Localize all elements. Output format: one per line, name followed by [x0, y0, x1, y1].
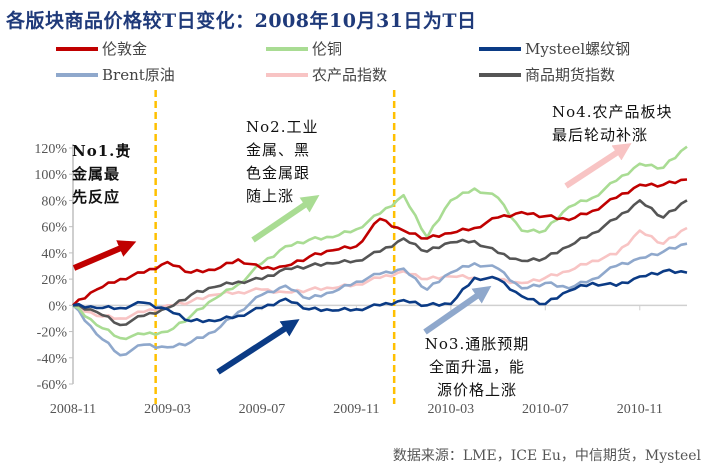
x-tick-label: 2010-03 [428, 402, 475, 417]
series-line-3 [72, 242, 688, 357]
series-line-2 [72, 268, 688, 324]
legend-swatch [56, 72, 98, 77]
annotation-no3: No3.通胀预期 全面升温，能 源价格上涨 [422, 333, 532, 402]
annotation-no2: No2.工业 金属、黑 色金属跟 随上涨 [246, 116, 318, 208]
annotation-line: 金属、黑 [246, 141, 311, 159]
legend-label: 商品期货指数 [525, 66, 616, 84]
legend-item-gold: 伦敦金 [56, 38, 147, 59]
annotation-line: 全面升温，能 [428, 358, 525, 376]
annotation-line: 源价格上涨 [436, 381, 517, 399]
y-tick-label: -20% [37, 326, 68, 341]
series-line-5 [72, 199, 688, 327]
annotation-no1: No1.贵 金属最 先反应 [72, 140, 131, 209]
series-line-1 [72, 145, 688, 341]
annotation-arrow-no1 [72, 240, 137, 271]
y-tick-label: 20% [41, 273, 67, 288]
legend-item-agri: 农产品指数 [266, 64, 387, 85]
annotation-line: No3.通胀预期 [424, 335, 530, 353]
x-tick-label: 2010-07 [522, 402, 569, 417]
legend-label: Mysteel螺纹钢 [525, 40, 631, 58]
data-source: 数据来源：LME，ICE Eu，中信期货，Mysteel [392, 448, 701, 464]
legend-label: Brent原油 [102, 66, 175, 84]
annotation-arrow-rebar [216, 319, 300, 375]
y-tick-label: 0% [48, 299, 67, 314]
legend-swatch [56, 46, 98, 51]
x-tick-label: 2009-11 [333, 402, 379, 417]
legend: 伦敦金 伦铜 Mysteel螺纹钢 Brent原油 农产品指数 商品期货指数 [0, 38, 709, 98]
annotation-line: No4.农产品板块 [552, 103, 673, 121]
annotation-no4: No4.农产品板块 最后轮动补涨 [552, 101, 672, 147]
legend-swatch [479, 72, 521, 77]
x-tick-label: 2009-07 [239, 402, 286, 417]
annotation-line: No2.工业 [246, 118, 319, 136]
legend-swatch [266, 72, 308, 77]
y-tick-label: 80% [41, 194, 67, 209]
annotation-arrow-no2 [251, 194, 320, 243]
annotation-line: 色金属跟 [246, 164, 311, 182]
x-tick-label: 2008-11 [50, 402, 96, 417]
y-tick-label: -40% [37, 352, 68, 367]
legend-label: 农产品指数 [312, 66, 388, 84]
annotation-arrow-no3 [423, 285, 492, 335]
legend-swatch [479, 46, 521, 51]
legend-swatch [266, 46, 308, 51]
annotation-line: 最后轮动补涨 [552, 126, 649, 144]
annotation-line: 随上涨 [246, 187, 295, 205]
y-tick-label: 120% [34, 142, 67, 157]
x-tick-label: 2010-11 [617, 402, 663, 417]
y-tick-label: -60% [37, 378, 68, 393]
annotation-line: No1.贵 [72, 142, 132, 160]
annotation-arrow-no4 [564, 143, 632, 189]
annotation-line: 金属最 [72, 165, 121, 183]
legend-item-rebar: Mysteel螺纹钢 [479, 38, 630, 59]
y-tick-label: 100% [34, 168, 67, 183]
legend-label: 伦敦金 [102, 40, 148, 58]
series-line-0 [72, 178, 688, 307]
chart-title: 各版块商品价格较T日变化：2008年10月31日为T日 [6, 10, 477, 32]
annotation-line: 先反应 [72, 188, 121, 206]
y-tick-label: 40% [41, 247, 67, 262]
legend-item-copper: 伦铜 [266, 38, 342, 59]
x-tick-label: 2009-03 [144, 402, 191, 417]
legend-item-commodity-index: 商品期货指数 [479, 64, 615, 85]
y-tick-label: 60% [41, 221, 67, 236]
legend-label: 伦铜 [312, 40, 343, 58]
legend-item-brent: Brent原油 [56, 64, 175, 85]
